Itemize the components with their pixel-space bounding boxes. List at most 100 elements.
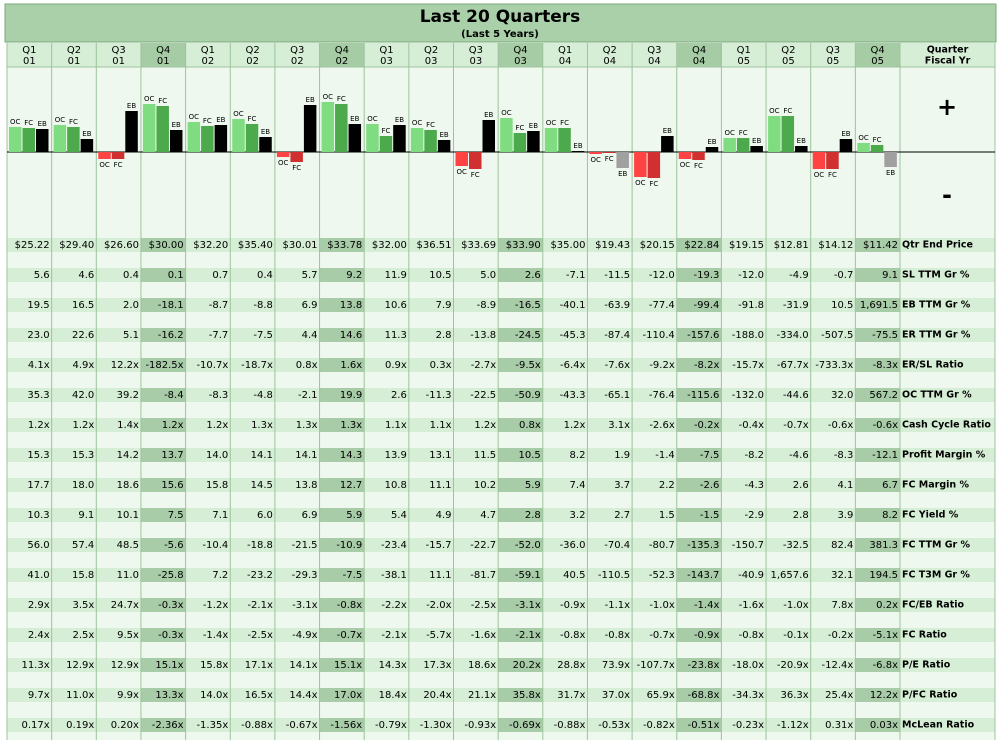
- plus-sign: +: [937, 93, 957, 121]
- row-band: [7, 238, 52, 252]
- row-band: [274, 568, 320, 582]
- row-band: [408, 298, 454, 312]
- cell-value: 8.2: [570, 450, 586, 461]
- row-band: [810, 418, 856, 432]
- cell-value: -1.0x: [649, 600, 675, 611]
- row-band: [676, 718, 722, 732]
- row-band: [408, 598, 454, 612]
- cell-value: 7.1: [212, 510, 228, 521]
- bar-label: OC: [412, 119, 423, 127]
- cell-value: 20.4x: [423, 690, 451, 701]
- cell-value: 40.5: [563, 570, 585, 581]
- year-label: 01: [68, 56, 81, 67]
- row-band: [453, 418, 499, 432]
- row-band: [900, 268, 995, 282]
- row-band: [900, 298, 995, 312]
- row-band: [453, 568, 499, 582]
- row-band: [766, 328, 811, 342]
- quarter-label: Q2: [245, 45, 259, 56]
- row-band: [498, 388, 543, 402]
- row-band: [230, 658, 275, 672]
- cell-value: -10.4: [202, 540, 228, 551]
- row-band: [453, 268, 499, 282]
- cell-value: -0.88x: [554, 720, 586, 731]
- cell-value: 41.0: [27, 570, 49, 581]
- header-cell: [587, 43, 633, 67]
- row-band: [498, 688, 543, 702]
- cell-value: 0.8x: [296, 360, 318, 371]
- row-band: [810, 628, 856, 642]
- row-band: [766, 418, 811, 432]
- row-band: [855, 658, 900, 672]
- row-band: [408, 718, 454, 732]
- row-band: [766, 598, 811, 612]
- cell-value: 32.0: [831, 390, 853, 401]
- row-band: [498, 448, 543, 462]
- row-band: [632, 628, 677, 642]
- bar: [379, 136, 393, 152]
- cell-value: 5.0: [480, 270, 496, 281]
- cell-value: -0.8x: [739, 630, 765, 641]
- cell-value: 13.7: [161, 450, 183, 461]
- bar-label: EB: [573, 142, 582, 150]
- row-band: [810, 448, 856, 462]
- row-band: [96, 568, 141, 582]
- cell-value: -34.3x: [732, 690, 764, 701]
- row-band: [721, 388, 767, 402]
- row-band: [900, 628, 995, 642]
- row-band: [140, 508, 186, 522]
- bar-label: OC: [323, 93, 334, 101]
- cell-value: -110.4: [643, 330, 675, 341]
- row-label: FC Yield %: [902, 510, 959, 521]
- cell-value: -18.8: [247, 540, 273, 551]
- bar: [857, 143, 870, 152]
- quarter-label: Q4: [871, 45, 885, 56]
- bar-label: OC: [99, 161, 110, 169]
- bar: [98, 152, 111, 159]
- bar: [67, 127, 80, 152]
- row-band: [498, 268, 543, 282]
- cell-value: -0.79x: [375, 720, 407, 731]
- bar: [321, 102, 335, 152]
- cell-value: 56.0: [27, 540, 49, 551]
- row-band: [274, 718, 320, 732]
- year-label: 04: [559, 56, 572, 67]
- row-band: [676, 328, 722, 342]
- cell-value: -50.9: [515, 390, 541, 401]
- row-band: [766, 478, 811, 492]
- row-band: [587, 478, 633, 492]
- row-band: [408, 268, 454, 282]
- cell-value: 15.3: [27, 450, 49, 461]
- row-band: [542, 418, 588, 432]
- bar: [469, 152, 482, 169]
- header-cell: [51, 43, 97, 67]
- row-band: [810, 328, 856, 342]
- row-band: [185, 628, 231, 642]
- cell-value: -0.8x: [605, 630, 631, 641]
- cell-value: -15.7x: [732, 360, 764, 371]
- cell-value: 11.3x: [21, 660, 49, 671]
- row-band: [185, 328, 231, 342]
- cell-value: 2.5x: [72, 630, 94, 641]
- cell-value: -0.93x: [464, 720, 496, 731]
- cell-value: 4.1: [837, 480, 853, 491]
- cell-value: -1.6x: [739, 600, 765, 611]
- bar: [245, 124, 259, 152]
- bar-label: EB: [484, 111, 493, 119]
- row-band: [230, 598, 275, 612]
- cell-value: -9.2x: [649, 360, 675, 371]
- row-band: [185, 658, 231, 672]
- bar-label: FC: [158, 97, 167, 105]
- bar: [768, 116, 781, 152]
- row-band: [140, 478, 186, 492]
- cell-value: -110.5: [598, 570, 630, 581]
- cell-value: 0.19x: [66, 720, 94, 731]
- row-band: [140, 598, 186, 612]
- bar: [602, 152, 616, 153]
- bar: [410, 128, 424, 152]
- row-band: [140, 448, 186, 462]
- row-band: [230, 358, 275, 372]
- minus-sign: -: [942, 181, 952, 209]
- row-band: [364, 418, 409, 432]
- cell-value: -1.35x: [196, 720, 228, 731]
